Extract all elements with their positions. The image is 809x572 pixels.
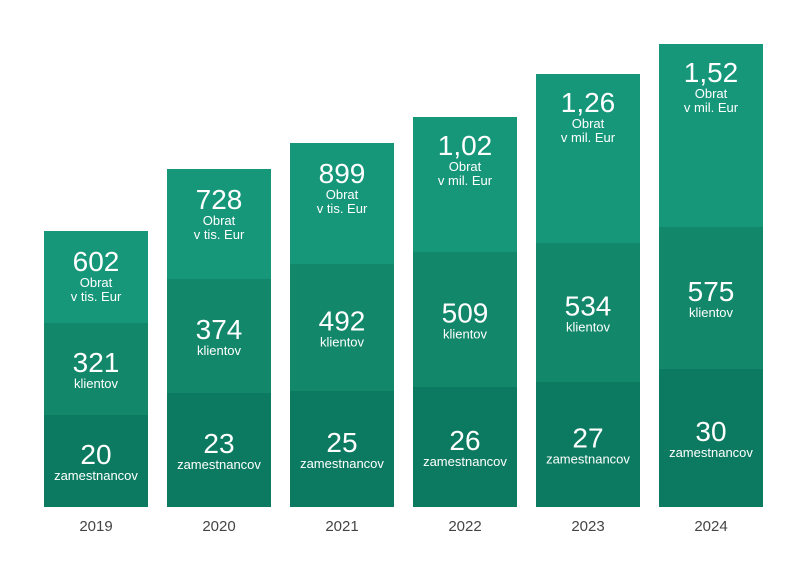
caption-label-clients-2024-0: klientov [689, 305, 734, 320]
caption-label-turnover-2020-0: Obrat [203, 213, 236, 228]
x-tick-label-2021: 2021 [325, 518, 358, 535]
bar-segment-turnover-2022 [413, 117, 517, 252]
value-label-clients-2023: 534 [565, 291, 612, 322]
value-label-employees-2020: 23 [203, 428, 234, 459]
caption-label-turnover-2022-1: v mil. Eur [438, 173, 493, 188]
value-label-turnover-2023: 1,26 [561, 87, 616, 118]
bar-segment-turnover-2020 [167, 169, 271, 279]
bar-segment-turnover-2024 [659, 44, 763, 227]
bars-layer [44, 44, 763, 507]
value-label-clients-2024: 575 [688, 276, 735, 307]
bar-segment-clients-2022 [413, 252, 517, 387]
caption-label-turnover-2021-1: v tis. Eur [317, 201, 368, 216]
bar-segment-clients-2020 [167, 279, 271, 393]
value-label-employees-2021: 25 [326, 427, 357, 458]
x-tick-label-2023: 2023 [571, 518, 604, 535]
value-label-employees-2019: 20 [80, 439, 111, 470]
bar-segment-turnover-2019 [44, 231, 148, 323]
bar-segment-employees-2022 [413, 387, 517, 507]
caption-label-turnover-2024-1: v mil. Eur [684, 100, 739, 115]
bar-segment-clients-2019 [44, 323, 148, 415]
caption-label-employees-2023-0: zamestnancov [546, 452, 630, 467]
bar-segment-employees-2021 [290, 391, 394, 507]
caption-label-employees-2024-0: zamestnancov [669, 445, 753, 460]
bar-segment-clients-2021 [290, 264, 394, 391]
caption-label-turnover-2023-1: v mil. Eur [561, 130, 616, 145]
value-label-clients-2022: 509 [442, 298, 489, 329]
bar-segment-clients-2024 [659, 227, 763, 369]
value-label-turnover-2022: 1,02 [438, 130, 493, 161]
caption-label-employees-2021-0: zamestnancov [300, 456, 384, 471]
caption-label-employees-2022-0: zamestnancov [423, 454, 507, 469]
bar-segment-turnover-2021 [290, 143, 394, 264]
value-label-turnover-2021: 899 [319, 158, 366, 189]
value-label-turnover-2019: 602 [73, 246, 120, 277]
value-label-turnover-2020: 728 [196, 184, 243, 215]
value-label-clients-2020: 374 [196, 314, 243, 345]
x-tick-label-2020: 2020 [202, 518, 235, 535]
caption-label-employees-2019-0: zamestnancov [54, 468, 138, 483]
caption-label-turnover-2024-0: Obrat [695, 86, 728, 101]
caption-label-turnover-2020-1: v tis. Eur [194, 227, 245, 242]
x-tick-label-2019: 2019 [79, 518, 112, 535]
caption-label-employees-2020-0: zamestnancov [177, 457, 261, 472]
value-label-turnover-2024: 1,52 [684, 57, 739, 88]
bar-segment-employees-2020 [167, 393, 271, 507]
caption-label-clients-2023-0: klientov [566, 320, 611, 335]
bar-segment-employees-2023 [536, 382, 640, 507]
caption-label-turnover-2019-0: Obrat [80, 275, 113, 290]
x-tick-label-2022: 2022 [448, 518, 481, 535]
caption-label-turnover-2023-0: Obrat [572, 116, 605, 131]
x-axis: 2019 2020 2021 2022 2023 2024 [79, 518, 727, 535]
value-label-clients-2019: 321 [73, 347, 120, 378]
value-label-employees-2022: 26 [449, 425, 480, 456]
x-tick-label-2024: 2024 [694, 518, 727, 535]
caption-label-turnover-2022-0: Obrat [449, 159, 482, 174]
value-label-employees-2024: 30 [695, 416, 726, 447]
bar-segment-employees-2019 [44, 415, 148, 507]
value-label-clients-2021: 492 [319, 306, 366, 337]
value-label-employees-2023: 27 [572, 423, 603, 454]
bar-segment-employees-2024 [659, 369, 763, 507]
caption-label-clients-2019-0: klientov [74, 376, 119, 391]
caption-label-clients-2022-0: klientov [443, 327, 488, 342]
caption-label-turnover-2019-1: v tis. Eur [71, 289, 122, 304]
bar-segment-turnover-2023 [536, 74, 640, 243]
caption-label-clients-2020-0: klientov [197, 343, 242, 358]
bar-segment-clients-2023 [536, 243, 640, 382]
caption-label-clients-2021-0: klientov [320, 335, 365, 350]
caption-label-turnover-2021-0: Obrat [326, 187, 359, 202]
